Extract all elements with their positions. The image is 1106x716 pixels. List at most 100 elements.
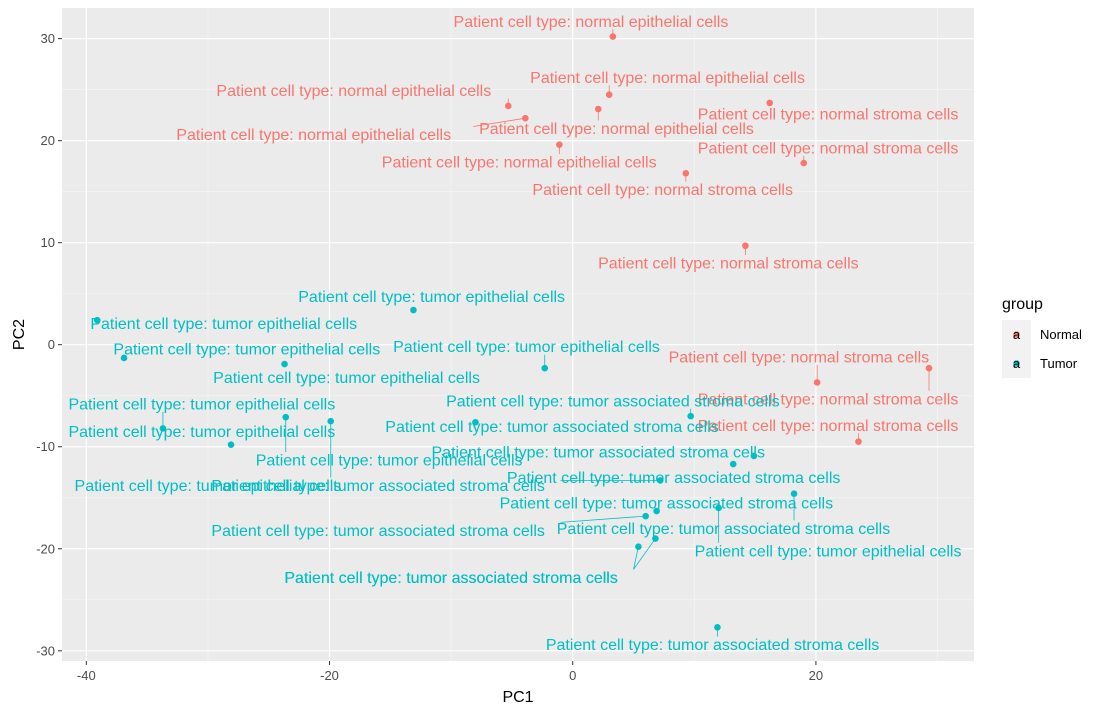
point-label: Patient cell type: tumor epithelial cell… <box>695 543 962 560</box>
point-label: Patient cell type: tumor epithelial cell… <box>298 289 565 306</box>
point-label: Patient cell type: tumor associated stro… <box>546 637 879 654</box>
point-label: Patient cell type: normal epithelial cel… <box>530 70 805 87</box>
legend-key-glyph: a <box>1013 327 1021 342</box>
data-point <box>159 425 167 432</box>
point-label: Patient cell type: normal stroma cells <box>698 418 959 435</box>
data-point <box>93 316 101 324</box>
point-label: Patient cell type: normal epithelial cel… <box>382 155 657 172</box>
data-point <box>410 306 417 314</box>
data-point <box>652 535 659 542</box>
data-point <box>800 159 808 167</box>
point-label: Patient cell type: tumor associated stro… <box>557 521 890 538</box>
point-label: Patient cell type: tumor epithelial cell… <box>213 370 480 387</box>
point-label: Patient cell type: tumor associated stro… <box>211 523 544 540</box>
point-label: Patient cell type: tumor associated stro… <box>284 570 617 587</box>
data-point <box>227 441 235 448</box>
data-point <box>715 504 722 512</box>
label-connector <box>473 117 526 127</box>
data-point <box>653 507 660 515</box>
point-label: Patient cell type: tumor epithelial cell… <box>113 341 380 358</box>
data-point <box>742 242 749 250</box>
data-point <box>766 99 774 107</box>
data-point <box>327 417 335 425</box>
legend: group a Normal a Tumor <box>1002 296 1082 378</box>
point-label: Patient cell type: tumor epithelial cell… <box>68 396 335 413</box>
y-axis-title: PC2 <box>11 319 28 350</box>
data-point <box>504 102 512 110</box>
point-label: Patient cell type: tumor associated stro… <box>284 570 617 587</box>
data-point <box>605 91 613 99</box>
legend-key-point <box>1013 331 1020 338</box>
y-tick-label: 30 <box>41 31 55 46</box>
data-point <box>521 114 529 122</box>
data-point <box>687 412 694 420</box>
label-connectors <box>162 29 930 637</box>
legend-key-point <box>1013 360 1020 367</box>
point-labels: Patient cell type: normal epithelial cel… <box>68 14 961 654</box>
data-point <box>472 418 479 426</box>
data-point <box>120 354 128 362</box>
data-point <box>281 360 288 368</box>
point-label: Patient cell type: tumor associated stro… <box>446 393 779 410</box>
point-label: Patient cell type: normal stroma cells <box>669 349 930 366</box>
x-axis-ticks: -40 -20 0 20 <box>77 661 823 683</box>
x-tick-label: 20 <box>809 668 823 683</box>
point-label: Patient cell type: normal stroma cells <box>598 256 859 273</box>
label-connector <box>560 515 646 523</box>
data-point <box>925 364 933 372</box>
legend-label: Normal <box>1040 327 1082 342</box>
y-tick-label: 20 <box>41 133 55 148</box>
y-tick-label: 0 <box>48 337 55 352</box>
point-label: Patient cell type: tumor associated stro… <box>500 495 833 512</box>
y-axis-ticks: -30 -20 -10 0 10 20 30 <box>36 31 62 658</box>
point-label: Patient cell type: tumor epithelial cell… <box>256 452 523 469</box>
data-point <box>642 512 649 520</box>
legend-title: group <box>1002 296 1043 313</box>
data-point <box>541 364 549 372</box>
x-axis-title: PC1 <box>502 689 533 706</box>
y-tick-label: -20 <box>36 541 55 556</box>
point-label: Patient cell type: normal epithelial cel… <box>216 83 491 100</box>
y-tick-label: -10 <box>36 439 55 454</box>
data-point <box>729 460 737 468</box>
data-point <box>282 413 290 421</box>
data-point <box>813 379 821 386</box>
point-label: Patient cell type: normal stroma cells <box>698 140 959 157</box>
x-tick-label: -40 <box>77 668 96 683</box>
point-label: Patient cell type: tumor associated stro… <box>211 478 544 495</box>
plot-panel <box>62 8 974 661</box>
point-label: Patient cell type: normal epithelial cel… <box>479 121 754 138</box>
point-label: Patient cell type: tumor associated stro… <box>432 444 765 461</box>
point-label: Patient cell type: tumor epithelial cell… <box>68 424 335 441</box>
data-point <box>609 33 617 40</box>
major-gridlines <box>62 8 974 661</box>
x-tick-label: 0 <box>569 668 576 683</box>
point-label: Patient cell type: tumor associated stro… <box>385 419 718 436</box>
point-label: Patient cell type: tumor epithelial cell… <box>393 339 660 356</box>
data-point <box>750 452 758 460</box>
data-point <box>714 624 721 631</box>
x-tick-label: -20 <box>320 668 339 683</box>
data-points <box>93 33 933 631</box>
data-point <box>556 141 563 149</box>
data-point <box>855 438 862 445</box>
label-connector <box>633 538 656 570</box>
point-label: Patient cell type: normal epithelial cel… <box>176 127 451 144</box>
y-tick-label: 10 <box>41 235 55 250</box>
legend-key-glyph: a <box>1013 356 1021 371</box>
point-label: Patient cell type: tumor epithelial cell… <box>90 316 357 333</box>
point-label: Patient cell type: tumor epithelial cell… <box>75 478 342 495</box>
data-point <box>790 490 798 497</box>
data-point <box>635 543 642 551</box>
legend-label: Tumor <box>1040 356 1078 371</box>
point-label: Patient cell type: normal stroma cells <box>698 107 959 124</box>
minor-gridlines <box>62 8 974 661</box>
point-label: Patient cell type: tumor associated stro… <box>507 470 840 487</box>
point-label: Patient cell type: normal stroma cells <box>698 391 959 408</box>
point-label: Patient cell type: normal stroma cells <box>532 182 793 199</box>
point-label: Patient cell type: normal epithelial cel… <box>454 14 729 31</box>
data-point <box>656 477 664 484</box>
y-tick-label: -30 <box>36 643 55 658</box>
data-point <box>594 105 602 113</box>
